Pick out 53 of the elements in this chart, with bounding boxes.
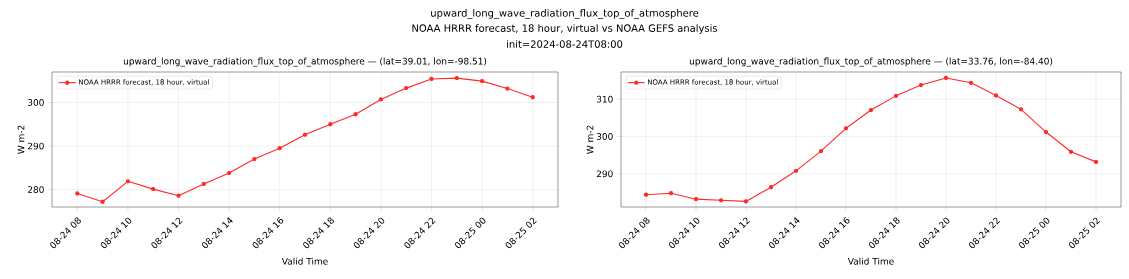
point [843, 126, 849, 131]
point [201, 181, 206, 187]
chart-title: upward_long_wave_radiation_flux_top_of_atmosphere — (lat=33.76, lon=-84.40) [689, 57, 1053, 67]
point [818, 148, 824, 154]
point [1043, 129, 1049, 135]
y-tick-label: 290 [27, 142, 44, 150]
y-axis-title: W m-2 [586, 125, 594, 154]
point [252, 156, 257, 162]
point [151, 186, 156, 192]
y-tick-label: 300 [27, 99, 44, 106]
text: upward_long_wave_radiation_flux_top_of_atmosphere [431, 9, 699, 19]
point [718, 198, 724, 203]
point [743, 199, 749, 204]
point [176, 193, 181, 198]
y-tick-label: 300 [596, 133, 613, 140]
point [943, 75, 949, 81]
point [768, 185, 774, 190]
point [404, 85, 409, 91]
point [505, 86, 510, 91]
point [530, 95, 535, 100]
point [479, 79, 485, 84]
point [328, 122, 333, 127]
chart-title: upward_long_wave_radiation_flux_top_of_atmosphere — (lat=39.01, lon=-98.51) [123, 57, 487, 67]
point [454, 75, 459, 81]
point [302, 132, 308, 137]
x-axis-title: Valid Time [281, 257, 328, 265]
point [793, 168, 799, 173]
text: init=2024-08-24T08:00 [507, 40, 623, 48]
point [429, 76, 434, 82]
point [353, 112, 358, 117]
point [893, 93, 899, 99]
y-tick-label: 280 [27, 186, 44, 193]
point [125, 179, 131, 184]
point [868, 107, 874, 113]
point [226, 170, 232, 176]
point [1068, 149, 1074, 154]
point [993, 93, 999, 98]
point [1018, 107, 1024, 112]
point [378, 97, 384, 102]
point [1093, 159, 1099, 165]
point [643, 192, 649, 197]
point [968, 80, 974, 85]
y-axis-title: W m-2 [17, 125, 25, 154]
y-tick-label: 290 [596, 170, 613, 178]
x-axis-title: Valid Time [847, 257, 894, 265]
point [75, 191, 80, 196]
point [918, 82, 924, 88]
text: NOAA HRRR forecast, 18 hour, virtual vs NOAA GEFS analysis [412, 24, 718, 34]
point [277, 146, 282, 151]
y-tick-label: 310 [596, 95, 613, 103]
point [100, 199, 105, 204]
point [693, 197, 699, 202]
point [668, 191, 674, 196]
